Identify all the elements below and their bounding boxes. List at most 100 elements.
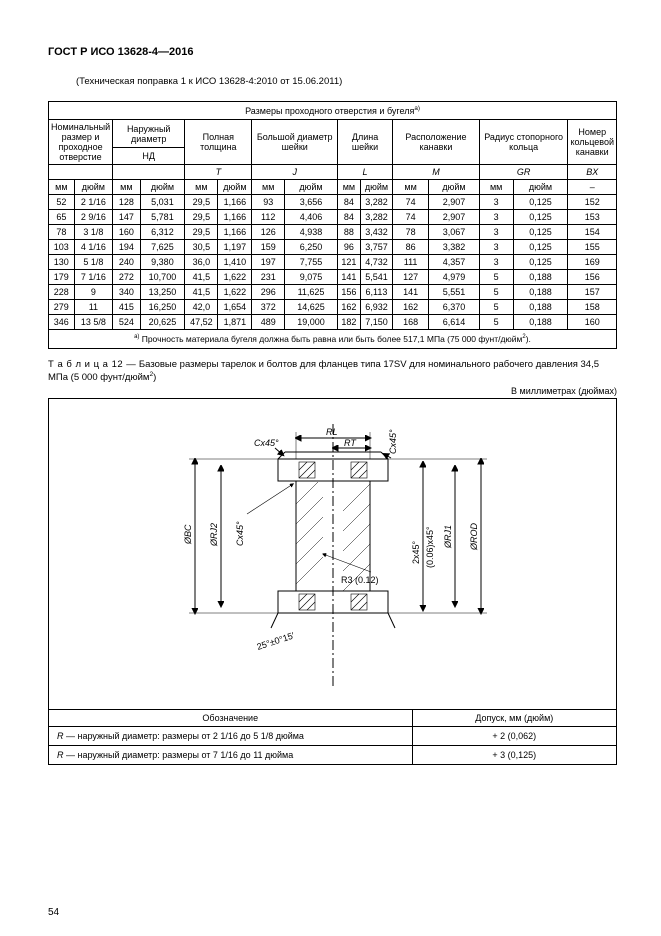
cell: 96 xyxy=(337,240,360,255)
cell: 74 xyxy=(393,210,429,225)
cell: 11 xyxy=(74,300,112,315)
cell: 3,432 xyxy=(360,225,392,240)
table-row: 34613 5/852420,62547,521,87148919,000182… xyxy=(49,315,617,330)
sym-j: J xyxy=(252,165,338,180)
cell: 3 xyxy=(479,225,513,240)
cell: 7,625 xyxy=(140,240,185,255)
cell: 7,150 xyxy=(360,315,392,330)
cell: 3,382 xyxy=(429,240,480,255)
u: дюйм xyxy=(360,180,392,195)
svg-text:25°±0°15′: 25°±0°15′ xyxy=(255,630,295,652)
cell: 1,871 xyxy=(218,315,252,330)
cell: 1,622 xyxy=(218,270,252,285)
cell: 5 xyxy=(479,270,513,285)
cell: 121 xyxy=(337,255,360,270)
u: дюйм xyxy=(513,180,568,195)
cell: 6,113 xyxy=(360,285,392,300)
cell: 128 xyxy=(113,195,141,210)
cell: 84 xyxy=(337,195,360,210)
u: дюйм xyxy=(140,180,185,195)
hdr-designation: Обозначение xyxy=(49,709,413,726)
cell: 29,5 xyxy=(185,210,218,225)
u: мм xyxy=(113,180,141,195)
u: – xyxy=(568,180,617,195)
svg-text:ØRJ1: ØRJ1 xyxy=(443,525,453,549)
svg-text:(0.06)x45°: (0.06)x45° xyxy=(425,526,435,568)
table-row: R — наружный диаметр: размеры от 2 1/16 … xyxy=(49,726,617,745)
cell: 9,380 xyxy=(140,255,185,270)
sym-gr: GR xyxy=(479,165,568,180)
cell: 13 5/8 xyxy=(74,315,112,330)
svg-text:Сx45°: Сx45° xyxy=(235,521,245,546)
cell: 11,625 xyxy=(285,285,338,300)
svg-text:ØROD: ØROD xyxy=(469,522,479,551)
cell: 1,197 xyxy=(218,240,252,255)
cell: 3 xyxy=(479,210,513,225)
cell: 296 xyxy=(252,285,285,300)
u: мм xyxy=(393,180,429,195)
cell: 2 9/16 xyxy=(74,210,112,225)
page-number: 54 xyxy=(48,907,59,918)
cell: 5,781 xyxy=(140,210,185,225)
table-row: 522 1/161285,03129,51,166933,656843,2827… xyxy=(49,195,617,210)
cell: 6,250 xyxy=(285,240,338,255)
cell: 489 xyxy=(252,315,285,330)
cell: 6,370 xyxy=(429,300,480,315)
hdr-od: Наружный диаметр xyxy=(113,120,185,148)
cell: 3,282 xyxy=(360,210,392,225)
cell: 279 xyxy=(49,300,75,315)
cell: 6,614 xyxy=(429,315,480,330)
doc-id: ГОСТ Р ИСО 13628-4—2016 xyxy=(48,46,617,58)
svg-text:2x45°: 2x45° xyxy=(411,540,421,564)
cell: 524 xyxy=(113,315,141,330)
sym-m: M xyxy=(393,165,480,180)
cell: 168 xyxy=(393,315,429,330)
cell: 162 xyxy=(393,300,429,315)
cell: 41,5 xyxy=(185,285,218,300)
cell: 231 xyxy=(252,270,285,285)
hdr-groove: Расположение канавки xyxy=(393,120,480,165)
cell: 5 xyxy=(479,300,513,315)
cell: 0,188 xyxy=(513,315,568,330)
cell: 3 xyxy=(479,255,513,270)
u: дюйм xyxy=(218,180,252,195)
cell: 78 xyxy=(393,225,429,240)
cell: 127 xyxy=(393,270,429,285)
cell: 1,622 xyxy=(218,285,252,300)
cell: 4,938 xyxy=(285,225,338,240)
cell: 5 1/8 xyxy=(74,255,112,270)
cell: 65 xyxy=(49,210,75,225)
cell: 5,541 xyxy=(360,270,392,285)
svg-text:R3 (0.12): R3 (0.12) xyxy=(341,575,379,585)
u: мм xyxy=(252,180,285,195)
cell: 162 xyxy=(337,300,360,315)
cell: 157 xyxy=(568,285,617,300)
table-row: 228934013,25041,51,62229611,6251566,1131… xyxy=(49,285,617,300)
table-row: 1034 1/161947,62530,51,1971596,250963,75… xyxy=(49,240,617,255)
cell: 16,250 xyxy=(140,300,185,315)
cell: 0,188 xyxy=(513,285,568,300)
cell: 13,250 xyxy=(140,285,185,300)
cell: 372 xyxy=(252,300,285,315)
table-row: 652 9/161475,78129,51,1661124,406843,282… xyxy=(49,210,617,225)
hdr-nlen: Длина шейки xyxy=(337,120,392,165)
table-row: 1797 1/1627210,70041,51,6222319,0751415,… xyxy=(49,270,617,285)
svg-text:Сx45°: Сx45° xyxy=(388,429,398,454)
cell: 52 xyxy=(49,195,75,210)
table1-footnote: а) Прочность материала бугеля должна быт… xyxy=(49,330,617,349)
cell: 3,757 xyxy=(360,240,392,255)
cell: 141 xyxy=(337,270,360,285)
cell: 5,031 xyxy=(140,195,185,210)
hdr-num: Номер кольцевой канавки xyxy=(568,120,617,165)
cell: 179 xyxy=(49,270,75,285)
cell: 240 xyxy=(113,255,141,270)
bore-hub-table: Размеры проходного отверстия и бугеляа) … xyxy=(48,101,617,349)
cell: 3,067 xyxy=(429,225,480,240)
cell: 1,654 xyxy=(218,300,252,315)
cell: 111 xyxy=(393,255,429,270)
cell: 0,125 xyxy=(513,225,568,240)
cell: 30,5 xyxy=(185,240,218,255)
table12-caption: Т а б л и ц а 12 — Базовые размеры тарел… xyxy=(48,359,617,384)
cell: 228 xyxy=(49,285,75,300)
cell: 74 xyxy=(393,195,429,210)
